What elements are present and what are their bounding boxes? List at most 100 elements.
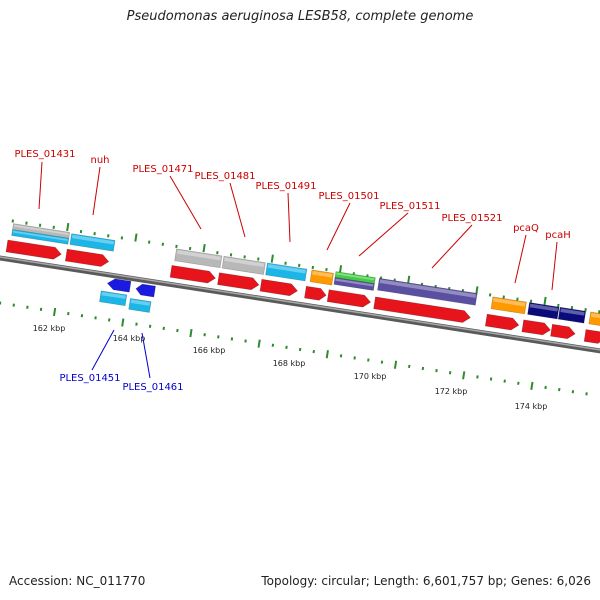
- feature-track: [5, 223, 600, 344]
- tick-mark: [52, 307, 57, 317]
- tick-mark: [571, 390, 575, 394]
- tick-mark: [367, 358, 370, 362]
- leader-line: [514, 234, 527, 284]
- kbp-label: 166 kbp: [193, 346, 226, 355]
- tick-mark: [202, 244, 206, 253]
- gene-block: [221, 255, 266, 275]
- cds-arrow: [550, 323, 576, 340]
- kbp-labels: 162 kbp 164 kbp 166 kbp 168 kbp 170 kbp 172 k…: [33, 324, 548, 411]
- tick-mark: [393, 360, 398, 369]
- tick-mark: [229, 253, 233, 257]
- gene-block: [333, 277, 375, 291]
- tick-mark: [94, 316, 97, 320]
- tick-mark: [0, 301, 2, 305]
- gene-block: [557, 306, 587, 324]
- kbp-label: 172 kbp: [435, 387, 468, 396]
- tick-mark: [448, 371, 452, 375]
- tick-mark: [353, 356, 356, 360]
- gene-block: [309, 269, 334, 286]
- accession-text: Accession: NC_011770: [9, 574, 146, 588]
- tick-row-bottom: [0, 301, 588, 396]
- gene-block: [69, 233, 116, 252]
- tick-mark: [162, 326, 165, 331]
- tick-mark: [25, 221, 28, 225]
- tick-mark: [175, 244, 178, 248]
- tick-mark: [421, 366, 425, 371]
- gene-block: [377, 277, 478, 306]
- tick-mark: [121, 318, 125, 327]
- tick-mark: [230, 337, 234, 341]
- tick-mark: [558, 387, 561, 392]
- tick-mark: [489, 377, 493, 381]
- gene-label: PLES_01461: [122, 382, 183, 393]
- tick-mark: [38, 223, 42, 227]
- gene-label: PLES_01451: [59, 373, 120, 384]
- tick-mark: [297, 263, 301, 267]
- tick-mark: [216, 251, 219, 255]
- leader-line: [169, 175, 202, 230]
- gene-block: [527, 302, 560, 320]
- leader-line: [431, 224, 473, 269]
- backbone: [0, 247, 600, 368]
- tick-mark: [543, 296, 547, 305]
- tick-mark: [517, 381, 520, 385]
- tick-mark: [339, 354, 343, 358]
- cds-arrow: [259, 278, 298, 297]
- tick-mark: [544, 385, 547, 390]
- cds-arrow: [217, 272, 260, 291]
- tick-mark: [503, 379, 506, 383]
- tick-mark: [26, 305, 29, 309]
- tick-mark: [570, 305, 574, 310]
- tick-mark: [435, 368, 438, 373]
- tick-mark: [161, 242, 165, 246]
- tick-mark: [120, 236, 124, 240]
- gene-block: [490, 296, 527, 315]
- tick-mark: [338, 265, 343, 274]
- tick-mark: [93, 232, 96, 236]
- leader-line: [287, 192, 291, 243]
- tick-mark: [12, 303, 15, 307]
- gene-label: PLES_01491: [255, 181, 316, 192]
- kbp-label: 162 kbp: [33, 324, 66, 333]
- tick-mark: [298, 347, 302, 352]
- cds-arrow: [304, 285, 327, 301]
- gene-block: [128, 298, 152, 313]
- tick-mark: [325, 350, 329, 359]
- tick-mark: [257, 339, 261, 348]
- cds-arrow: [169, 265, 216, 284]
- tick-mark: [79, 229, 83, 234]
- tick-mark: [585, 392, 588, 396]
- tick-mark: [475, 286, 479, 295]
- cds-arrow: [583, 329, 600, 344]
- leader-line: [91, 329, 115, 371]
- tick-mark: [257, 257, 260, 261]
- tick-mark: [502, 295, 505, 299]
- tick-mark: [271, 343, 275, 347]
- gene-block: [265, 262, 308, 282]
- tick-mark: [312, 349, 315, 354]
- map-title: Pseudomonas aeruginosa LESB58, complete …: [126, 9, 474, 24]
- gene-label: PLES_01521: [441, 213, 502, 224]
- reverse-gene-arrow: [106, 278, 132, 293]
- gene-block: [99, 290, 128, 307]
- tick-mark: [325, 267, 328, 272]
- tick-mark: [80, 314, 84, 318]
- tick-mark: [147, 240, 151, 244]
- leader-line: [551, 241, 558, 291]
- tick-row-top: [11, 219, 600, 314]
- tick-mark: [243, 255, 246, 259]
- leader-line: [38, 161, 43, 210]
- tick-mark: [67, 311, 70, 316]
- gene-label: PLES_01481: [194, 171, 255, 182]
- gene-label: PLES_01501: [318, 191, 379, 202]
- leader-line: [229, 182, 246, 238]
- tick-mark: [488, 293, 492, 297]
- gene-label: PLES_01471: [132, 164, 193, 175]
- gene-label: pcaH: [545, 230, 571, 241]
- tick-mark: [462, 371, 466, 380]
- tick-mark: [148, 324, 152, 328]
- tick-mark: [189, 328, 193, 338]
- cds-arrow: [373, 296, 471, 323]
- leader-line: [141, 332, 151, 379]
- tick-mark: [407, 275, 411, 284]
